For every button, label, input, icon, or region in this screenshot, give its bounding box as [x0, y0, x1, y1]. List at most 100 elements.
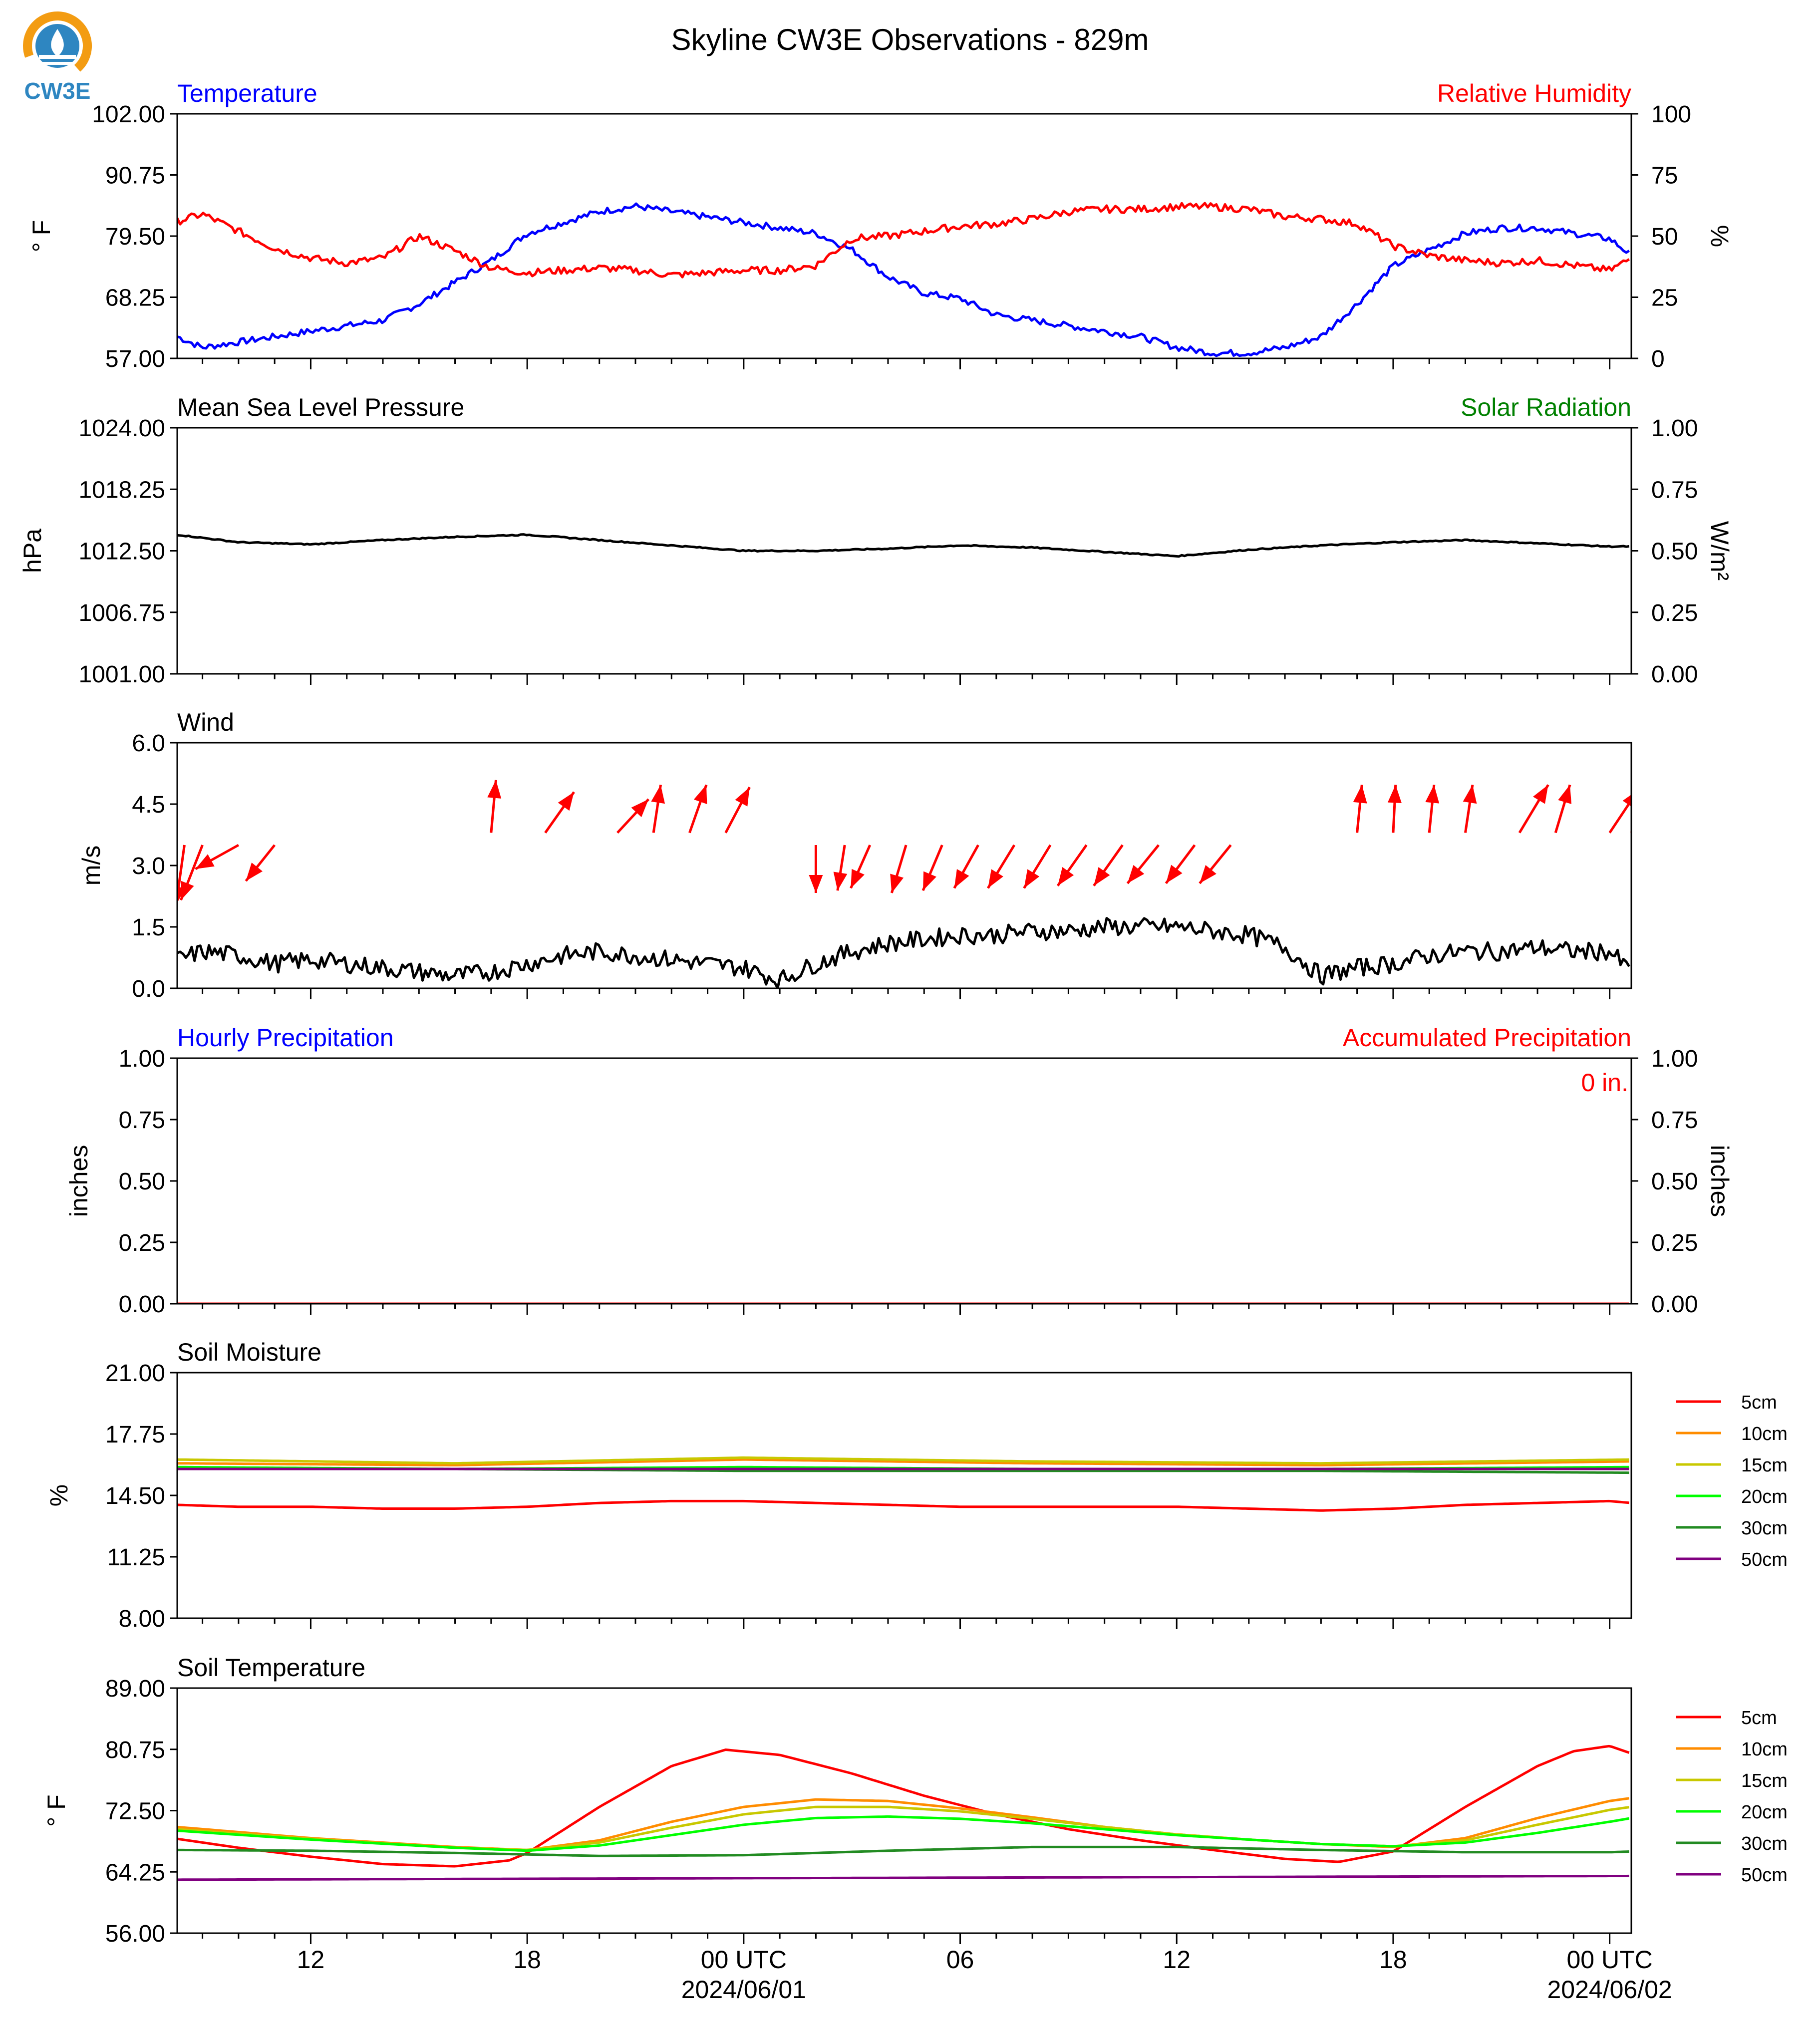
wind-arrow [688, 784, 708, 834]
wind-arrow-head [487, 780, 502, 799]
legend-label: 50cm [1741, 1865, 1788, 1886]
y-tick-label-left: 57.00 [105, 346, 165, 372]
wind-arrow [195, 844, 240, 870]
logo-wave [39, 55, 76, 59]
wind-arrow-head [1353, 785, 1367, 804]
wind-arrow [544, 791, 575, 834]
wind-arrow [809, 845, 823, 893]
y-tick-label-left: 72.50 [105, 1798, 165, 1825]
legend-label: 15cm [1741, 1770, 1788, 1791]
series-line-20cm [177, 1815, 1630, 1852]
wind-arrow-head [1558, 785, 1572, 804]
plot-frame [176, 742, 1632, 989]
wind-arrow [1554, 784, 1572, 834]
y-tick-label-left: 1012.50 [78, 539, 165, 565]
legend-label: 50cm [1741, 1549, 1788, 1570]
y-tick-label-left: 0.25 [119, 1230, 165, 1256]
wind-arrow [245, 844, 276, 882]
wind-arrow-head [1463, 785, 1477, 804]
panel-title-left: Wind [177, 708, 234, 736]
y-axis-label-right: W/m² [1706, 521, 1734, 580]
series-group [177, 1456, 1629, 1512]
panel-pressure: Mean Sea Level Pressure Solar Radiation 10… [18, 393, 1734, 688]
wind-arrow [1463, 785, 1477, 833]
y-tick-label-left: 89.00 [105, 1676, 165, 1702]
wind-arrow-head [1024, 869, 1040, 888]
y-tick-label-right: 25 [1651, 285, 1678, 311]
wind-arrow-head [833, 871, 848, 891]
y-axis-label-left: hPa [18, 529, 46, 573]
y-tick-label-left: 0.0 [132, 976, 165, 1002]
logo-ring [23, 11, 92, 80]
series-line-temperature [177, 202, 1630, 357]
y-tick-label-left: 8.00 [119, 1606, 165, 1632]
y-tick-label-left: 1001.00 [78, 661, 165, 688]
y-tick-label-left: 64.25 [105, 1859, 165, 1886]
legend-label: 20cm [1741, 1802, 1788, 1823]
x-tick-label: 18 [1379, 1946, 1407, 1974]
wind-arrow [850, 844, 872, 889]
wind-arrow-head [1127, 865, 1145, 883]
x-tick-label: 06 [946, 1946, 974, 1974]
legend-label: 5cm [1741, 1708, 1777, 1729]
wind-arrow [1608, 794, 1631, 834]
y-tick-label-left: 21.00 [105, 1360, 165, 1387]
wind-arrow [1353, 785, 1367, 833]
wind-arrow [1518, 784, 1549, 834]
wind-arrow-head [693, 785, 707, 805]
series-group [177, 780, 1631, 988]
x-date-label: 2024/06/01 [681, 1976, 806, 2004]
wind-arrow [616, 798, 650, 834]
wind-arrow [1165, 844, 1196, 884]
wind-arrow [1425, 785, 1440, 833]
y-tick-label-right: 0.75 [1651, 1107, 1698, 1134]
y-tick-label-left: 1018.25 [78, 477, 165, 503]
series-line-10cm [177, 1458, 1629, 1466]
wind-arrow [1126, 844, 1160, 884]
wind-arrow [180, 845, 204, 901]
wind-arrow-head [954, 869, 969, 888]
series-group [177, 533, 1630, 558]
y-tick-label-right: 0.25 [1651, 600, 1698, 626]
wind-arrow [1387, 785, 1402, 833]
panel-title-left: Mean Sea Level Pressure [177, 393, 464, 421]
plot-frame [176, 427, 1632, 675]
panel-wind: Wind 0.0 1.5 3.0 4.5 6.0 m/s [77, 708, 1632, 1002]
wind-arrow-shaft [1630, 830, 1631, 833]
accum-precip-annotation: 0 in. [1581, 1069, 1628, 1097]
wind-arrow [651, 785, 665, 833]
wind-arrow [890, 845, 908, 893]
wind-arrow-head [1387, 785, 1402, 804]
y-tick-label-left: 102.00 [92, 101, 165, 128]
panel-title-left: Temperature [177, 79, 317, 107]
wind-arrow-head [651, 785, 665, 804]
series-line-50cm [177, 1874, 1629, 1881]
y-tick-label-left: 56.00 [105, 1921, 165, 1947]
y-tick-label-right: 100 [1651, 101, 1691, 128]
wind-arrow-head [1622, 794, 1631, 807]
plot-frame [176, 1057, 1632, 1305]
y-tick-label-left: 1024.00 [78, 415, 165, 442]
figure-title: Skyline CW3E Observations - 829m [671, 23, 1149, 56]
wind-arrow [487, 780, 502, 833]
wind-arrow-head [735, 787, 750, 807]
panel-precip: Hourly Precipitation Accumulated Precipit… [65, 1024, 1734, 1318]
x-date-label: 2024/06/02 [1547, 1976, 1672, 2004]
y-axis-label-left: m/s [77, 846, 105, 886]
x-tick-label: 18 [513, 1946, 541, 1974]
y-tick-label-left: 1.00 [119, 1046, 165, 1072]
chart-panels: Temperature Relative Humidity 57.00 68.25 79… [18, 79, 1788, 2004]
legend-label: 5cm [1741, 1392, 1777, 1413]
series-line-15cm [177, 1456, 1629, 1465]
y-tick-label-left: 17.75 [105, 1422, 165, 1448]
y-tick-label-left: 90.75 [105, 163, 165, 189]
y-tick-label-left: 0.00 [119, 1291, 165, 1318]
wind-arrow [1630, 830, 1631, 833]
y-tick-label-left: 0.75 [119, 1107, 165, 1134]
cw3e-logo: CW3E [23, 11, 92, 104]
y-tick-label-right: 0.00 [1651, 661, 1698, 688]
wind-arrow-head [246, 863, 263, 881]
drop-icon [51, 29, 64, 57]
series-line-5cm [177, 1499, 1629, 1512]
